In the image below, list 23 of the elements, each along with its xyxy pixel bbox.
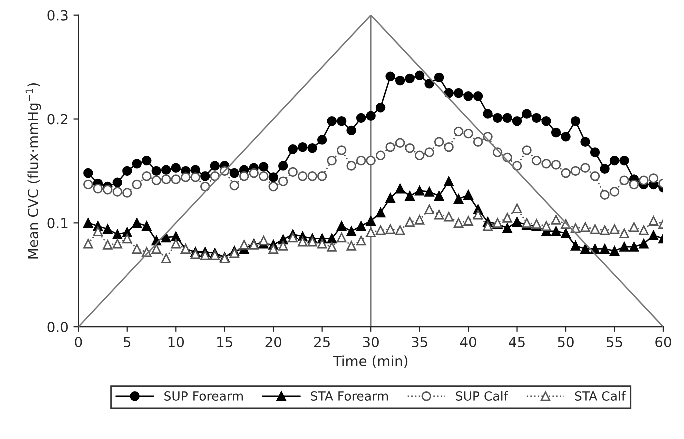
legend-label: STA Forearm	[311, 392, 388, 401]
x-tick-label: 60	[656, 337, 672, 348]
x-tick-label: 40	[460, 337, 476, 348]
y-tick-label: 0.3	[48, 10, 68, 21]
x-tick-label: 30	[363, 337, 379, 348]
x-tick-label: 45	[509, 337, 525, 348]
legend-label: SUP Forearm	[164, 392, 243, 401]
y-tick-label: 0.1	[48, 218, 68, 229]
x-tick-label: 0	[75, 337, 82, 348]
legend-label: STA Calf	[575, 391, 626, 401]
y-axis-title: Mean CVC (flux·mmHg$^{−1}$)	[26, 84, 42, 259]
x-axis-title: Time (min)	[333, 356, 408, 368]
x-tick-label: 25	[314, 337, 330, 348]
x-tick-label: 50	[558, 337, 574, 348]
x-tick-label: 20	[266, 337, 282, 348]
y-tick-label: 0.2	[48, 114, 68, 125]
x-tick-label: 55	[606, 337, 622, 348]
x-tick-label: 5	[124, 337, 131, 348]
x-tick-label: 10	[168, 337, 184, 348]
y-tick-label: 0.0	[48, 322, 68, 333]
legend-label: SUP Calf	[456, 391, 508, 401]
x-tick-label: 15	[218, 337, 232, 348]
x-tick-label: 35	[412, 337, 428, 348]
